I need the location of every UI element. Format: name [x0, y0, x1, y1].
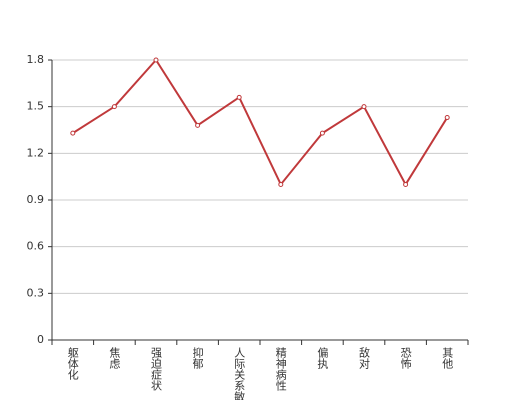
point: [70, 130, 76, 136]
point: [111, 104, 117, 110]
y-tick-label: 0.3: [27, 286, 45, 299]
x-tick-label: 抑郁: [191, 346, 204, 369]
y-tick-label: 0: [37, 333, 44, 346]
y-tick-label: 1.2: [27, 146, 45, 159]
point: [153, 57, 159, 63]
y-tick-label: 0.6: [27, 240, 45, 253]
y-tick-label: 1.8: [27, 53, 45, 66]
point: [278, 181, 284, 187]
y-tick-label: 0.9: [27, 193, 45, 206]
point: [236, 94, 242, 100]
line: [72, 58, 449, 187]
x-tick-label: 偏执: [316, 346, 329, 370]
point: [444, 115, 450, 121]
x-tick-label: 其他: [441, 347, 454, 369]
point: [195, 122, 201, 128]
x-tick-label: 敌对: [358, 346, 371, 369]
x-tick-label: 焦虑: [108, 347, 121, 369]
x-tick-label: 恐怖: [399, 347, 412, 369]
x-tick-label: 躯体化: [66, 347, 79, 381]
y-tick-label: 1.5: [27, 100, 45, 113]
point: [403, 181, 409, 187]
x-tick-label: 强迫症状: [150, 347, 163, 391]
x-tick-label: 人际关系敏感: [233, 347, 246, 400]
point: [319, 130, 325, 136]
x-tick-label: 精神病性: [274, 347, 287, 392]
point: [361, 104, 367, 110]
